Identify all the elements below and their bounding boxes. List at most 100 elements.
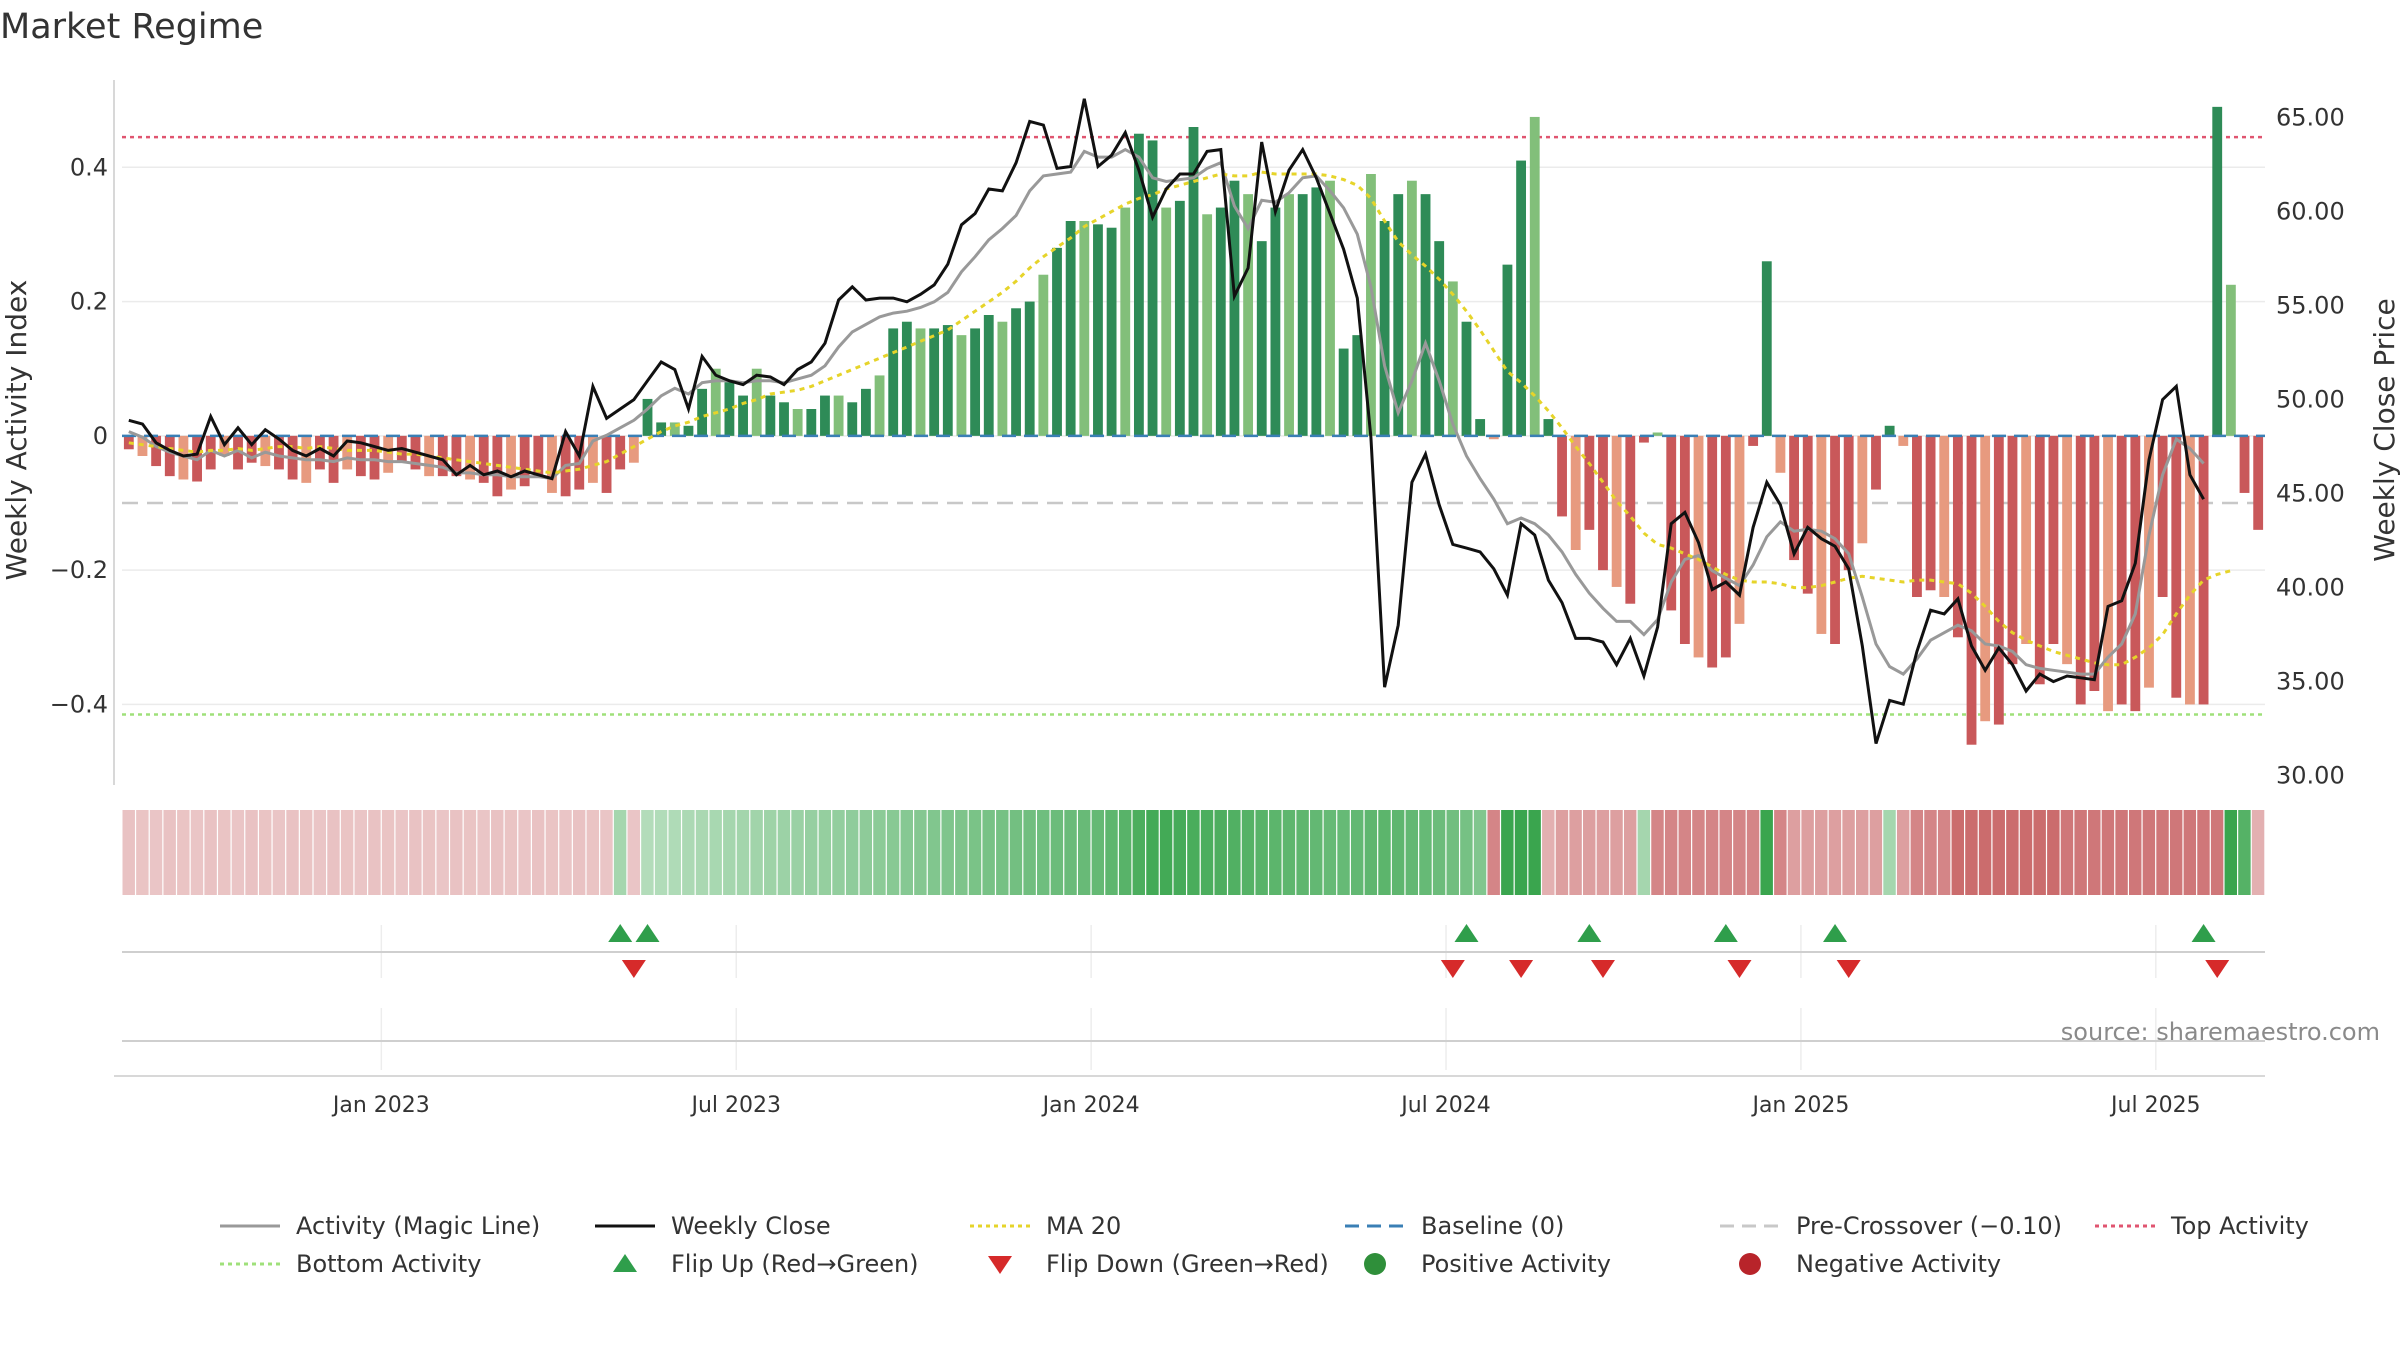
- regime-cell: [2238, 810, 2251, 895]
- regime-cell: [1023, 810, 1036, 895]
- regime-cell: [1746, 810, 1760, 895]
- activity-bar: [1966, 435, 1977, 745]
- regime-cell: [1924, 810, 1937, 895]
- activity-bar: [915, 328, 926, 436]
- activity-bar: [1256, 241, 1267, 436]
- regime-cell: [531, 810, 545, 895]
- weekly-close-series: [128, 98, 2205, 745]
- series-lines: [128, 98, 2232, 745]
- activity-bar: [656, 422, 667, 436]
- y-axis-label-right: Weekly Close Price: [2368, 298, 2400, 561]
- regime-cell: [736, 810, 750, 895]
- regime-cell: [204, 810, 217, 895]
- regime-cell: [791, 810, 804, 895]
- activity-bar: [901, 321, 912, 436]
- regime-cell: [1760, 810, 1773, 895]
- activity-bar: [2171, 435, 2182, 698]
- regime-cell: [1378, 810, 1391, 895]
- activity-bar: [1939, 435, 1950, 597]
- x-tick-label: Jan 2025: [1750, 1093, 1849, 1118]
- activity-bar: [2007, 435, 2018, 665]
- activity-bar: [1543, 419, 1554, 436]
- activity-bar: [738, 395, 748, 436]
- activity-bar: [942, 325, 953, 436]
- activity-bar: [1993, 435, 2004, 725]
- activity-bar: [2253, 435, 2264, 530]
- activity-bar: [205, 435, 216, 470]
- activity-bar: [765, 395, 776, 436]
- regime-cell: [1733, 810, 1746, 895]
- y-tick-right: 65.00: [2276, 104, 2345, 132]
- activity-bar: [2048, 435, 2059, 644]
- activity-bars: [123, 106, 2264, 745]
- activity-bar: [1980, 435, 1991, 722]
- legend-item: Pre-Crossover (−0.10): [1720, 1212, 2062, 1240]
- activity-bar: [1884, 425, 1895, 436]
- regime-cell: [1637, 810, 1651, 895]
- regime-cell: [1869, 810, 1883, 895]
- regime-cell: [477, 810, 490, 895]
- regime-cell: [1310, 810, 1323, 895]
- regime-cell: [2169, 810, 2183, 895]
- regime-cell: [286, 810, 299, 895]
- regime-cell: [996, 810, 1009, 895]
- regime-cell: [463, 810, 477, 895]
- activity-bar: [2185, 435, 2195, 705]
- regime-cell: [2115, 810, 2128, 895]
- regime-cell: [1965, 810, 1978, 895]
- regime-cell: [1774, 810, 1787, 895]
- legend-item: Activity (Magic Line): [220, 1212, 540, 1240]
- regime-cell: [491, 810, 504, 895]
- bottom-panel: [122, 1008, 2265, 1070]
- legend-item: Flip Up (Red→Green): [613, 1250, 919, 1278]
- y-tick-left: −0.4: [50, 690, 108, 718]
- activity-bar: [970, 328, 981, 436]
- regime-cell: [1091, 810, 1105, 895]
- activity-bar: [2239, 435, 2250, 493]
- flip-marker-panel: [122, 924, 2265, 978]
- legend-item: Top Activity: [2095, 1212, 2309, 1240]
- activity-bar: [888, 328, 899, 436]
- regime-cell: [1050, 810, 1064, 895]
- regime-cell: [340, 810, 354, 895]
- x-tick-label: Jan 2023: [331, 1093, 430, 1118]
- regime-cell: [2251, 810, 2265, 895]
- y-tick-left: 0: [93, 422, 108, 450]
- regime-cell: [245, 810, 258, 895]
- regime-cell: [299, 810, 313, 895]
- activity-bar: [956, 335, 967, 436]
- regime-cell: [1419, 810, 1432, 895]
- y-tick-right: 60.00: [2276, 198, 2345, 226]
- regime-cell: [804, 810, 818, 895]
- activity-bar: [164, 435, 175, 477]
- activity-bar: [1816, 435, 1827, 634]
- regime-cell: [1951, 810, 1965, 895]
- legend-item: Bottom Activity: [220, 1250, 481, 1278]
- regime-cell: [436, 810, 449, 895]
- regime-cell: [845, 810, 859, 895]
- y-tick-right: 40.00: [2276, 574, 2345, 602]
- regime-cell: [1105, 810, 1118, 895]
- activity-bar: [342, 435, 353, 470]
- activity-bar: [874, 375, 885, 436]
- activity-bar: [683, 425, 694, 436]
- regime-cell: [682, 810, 695, 895]
- activity-bar: [1011, 308, 1021, 436]
- activity-bar: [792, 409, 803, 436]
- activity-bar: [315, 435, 325, 470]
- activity-bar: [2144, 435, 2154, 688]
- activity-bar: [519, 435, 530, 487]
- activity-bar: [1475, 419, 1486, 436]
- regime-cell: [1992, 810, 2005, 895]
- activity-bar: [847, 402, 858, 436]
- regime-cell: [1282, 810, 1296, 895]
- activity-bar: [506, 435, 516, 490]
- regime-cell: [1610, 810, 1623, 895]
- regime-cell: [136, 810, 149, 895]
- regime-cell: [641, 810, 654, 895]
- y-tick-left: 0.4: [70, 153, 108, 181]
- regime-cell: [600, 810, 613, 895]
- regime-cell: [409, 810, 422, 895]
- y-tick-right: 50.00: [2276, 386, 2345, 414]
- activity-bar: [2103, 435, 2113, 712]
